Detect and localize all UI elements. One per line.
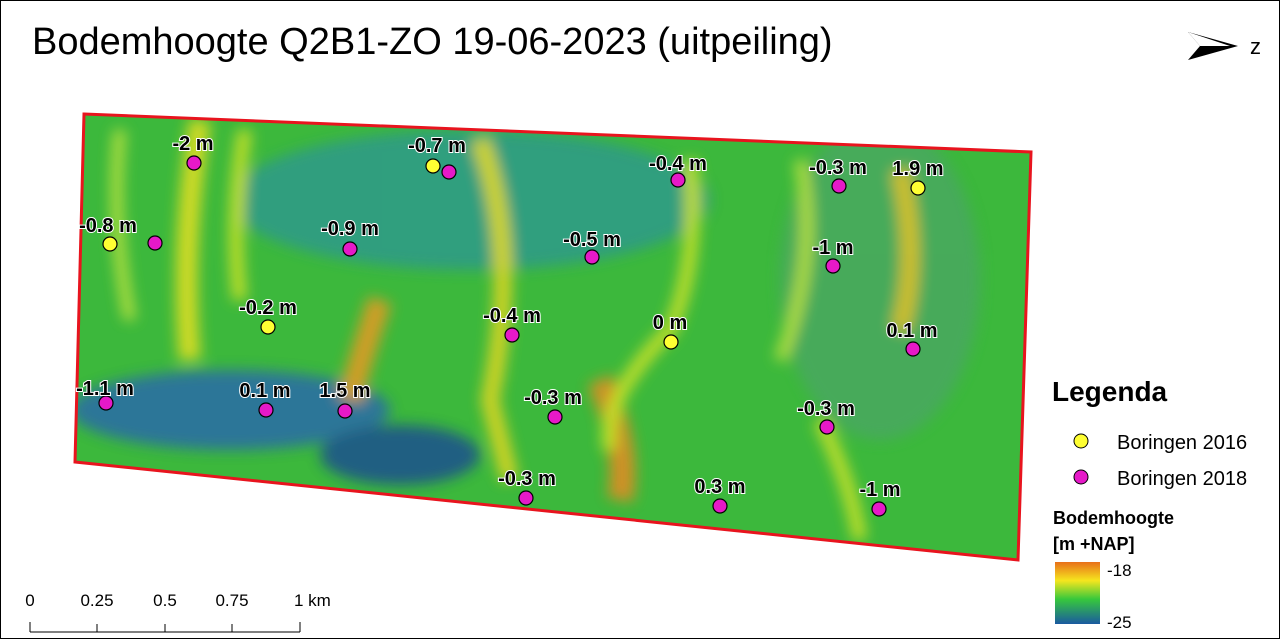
boring-marker [826, 259, 840, 273]
boring-marker [548, 410, 562, 424]
scale-label: 0.25 [80, 591, 113, 610]
boring-marker [261, 320, 275, 334]
legend-label: Boringen 2016 [1117, 432, 1247, 454]
boring-marker [671, 173, 685, 187]
depth-label: -0.9 m [321, 218, 379, 240]
boring-marker [426, 159, 440, 173]
depth-label: -0.4 m [483, 305, 541, 327]
page: Bodemhoogte Q2B1-ZO 19-06-2023 (uitpeili… [0, 0, 1280, 639]
boring-marker [338, 404, 352, 418]
depth-label: -0.7 m [408, 135, 466, 157]
legend-title: Legenda [1052, 376, 1168, 407]
legend-marker [1074, 434, 1088, 448]
depth-label: -0.3 m [498, 468, 556, 490]
ramp-max: -18 [1107, 561, 1132, 580]
legend-label: Boringen 2018 [1117, 468, 1247, 490]
depth-label: 1.5 m [319, 380, 370, 402]
depth-label: -1 m [812, 237, 853, 259]
scale-label: 0.5 [153, 591, 177, 610]
north-label: z [1250, 34, 1261, 59]
boring-marker [103, 237, 117, 251]
scale-label: 0.75 [215, 591, 248, 610]
boring-marker [832, 179, 846, 193]
boring-marker [906, 342, 920, 356]
depth-label: -0.3 m [797, 398, 855, 420]
title: Bodemhoogte Q2B1-ZO 19-06-2023 (uitpeili… [32, 21, 833, 63]
ramp-min: -25 [1107, 613, 1132, 632]
legend-marker [1074, 470, 1088, 484]
depth-label: -2 m [172, 133, 213, 155]
boring-marker [519, 491, 533, 505]
ramp-title: Bodemhoogte [1053, 508, 1174, 528]
depth-label: -0.3 m [524, 387, 582, 409]
scale-label: 0 [25, 591, 34, 610]
depth-label: -1 m [859, 479, 900, 501]
boring-marker [911, 181, 925, 195]
boring-marker [259, 403, 273, 417]
depth-label: -0.2 m [239, 297, 297, 319]
boring-marker [585, 250, 599, 264]
boring-marker [713, 499, 727, 513]
depth-label: -0.4 m [649, 153, 707, 175]
depth-label: -0.3 m [809, 157, 867, 179]
boring-marker [872, 502, 886, 516]
depth-label: 0 m [653, 312, 687, 334]
boring-marker [442, 165, 456, 179]
boring-marker [820, 420, 834, 434]
depth-label: 0.1 m [239, 380, 290, 402]
boring-marker [148, 236, 162, 250]
ramp-unit: [m +NAP] [1053, 534, 1135, 554]
boring-marker [343, 242, 357, 256]
depth-label: 0.3 m [694, 476, 745, 498]
boring-marker [664, 335, 678, 349]
depth-label: 0.1 m [886, 320, 937, 342]
boring-marker [187, 156, 201, 170]
depth-label: -1.1 m [76, 378, 134, 400]
scale-label: 1 km [294, 591, 331, 610]
depth-label: -0.8 m [79, 215, 137, 237]
depth-label: -0.5 m [563, 229, 621, 251]
boring-marker [505, 328, 519, 342]
color-ramp [1055, 562, 1100, 624]
depth-label: 1.9 m [892, 158, 943, 180]
map-layout: Bodemhoogte Q2B1-ZO 19-06-2023 (uitpeili… [0, 0, 1280, 639]
